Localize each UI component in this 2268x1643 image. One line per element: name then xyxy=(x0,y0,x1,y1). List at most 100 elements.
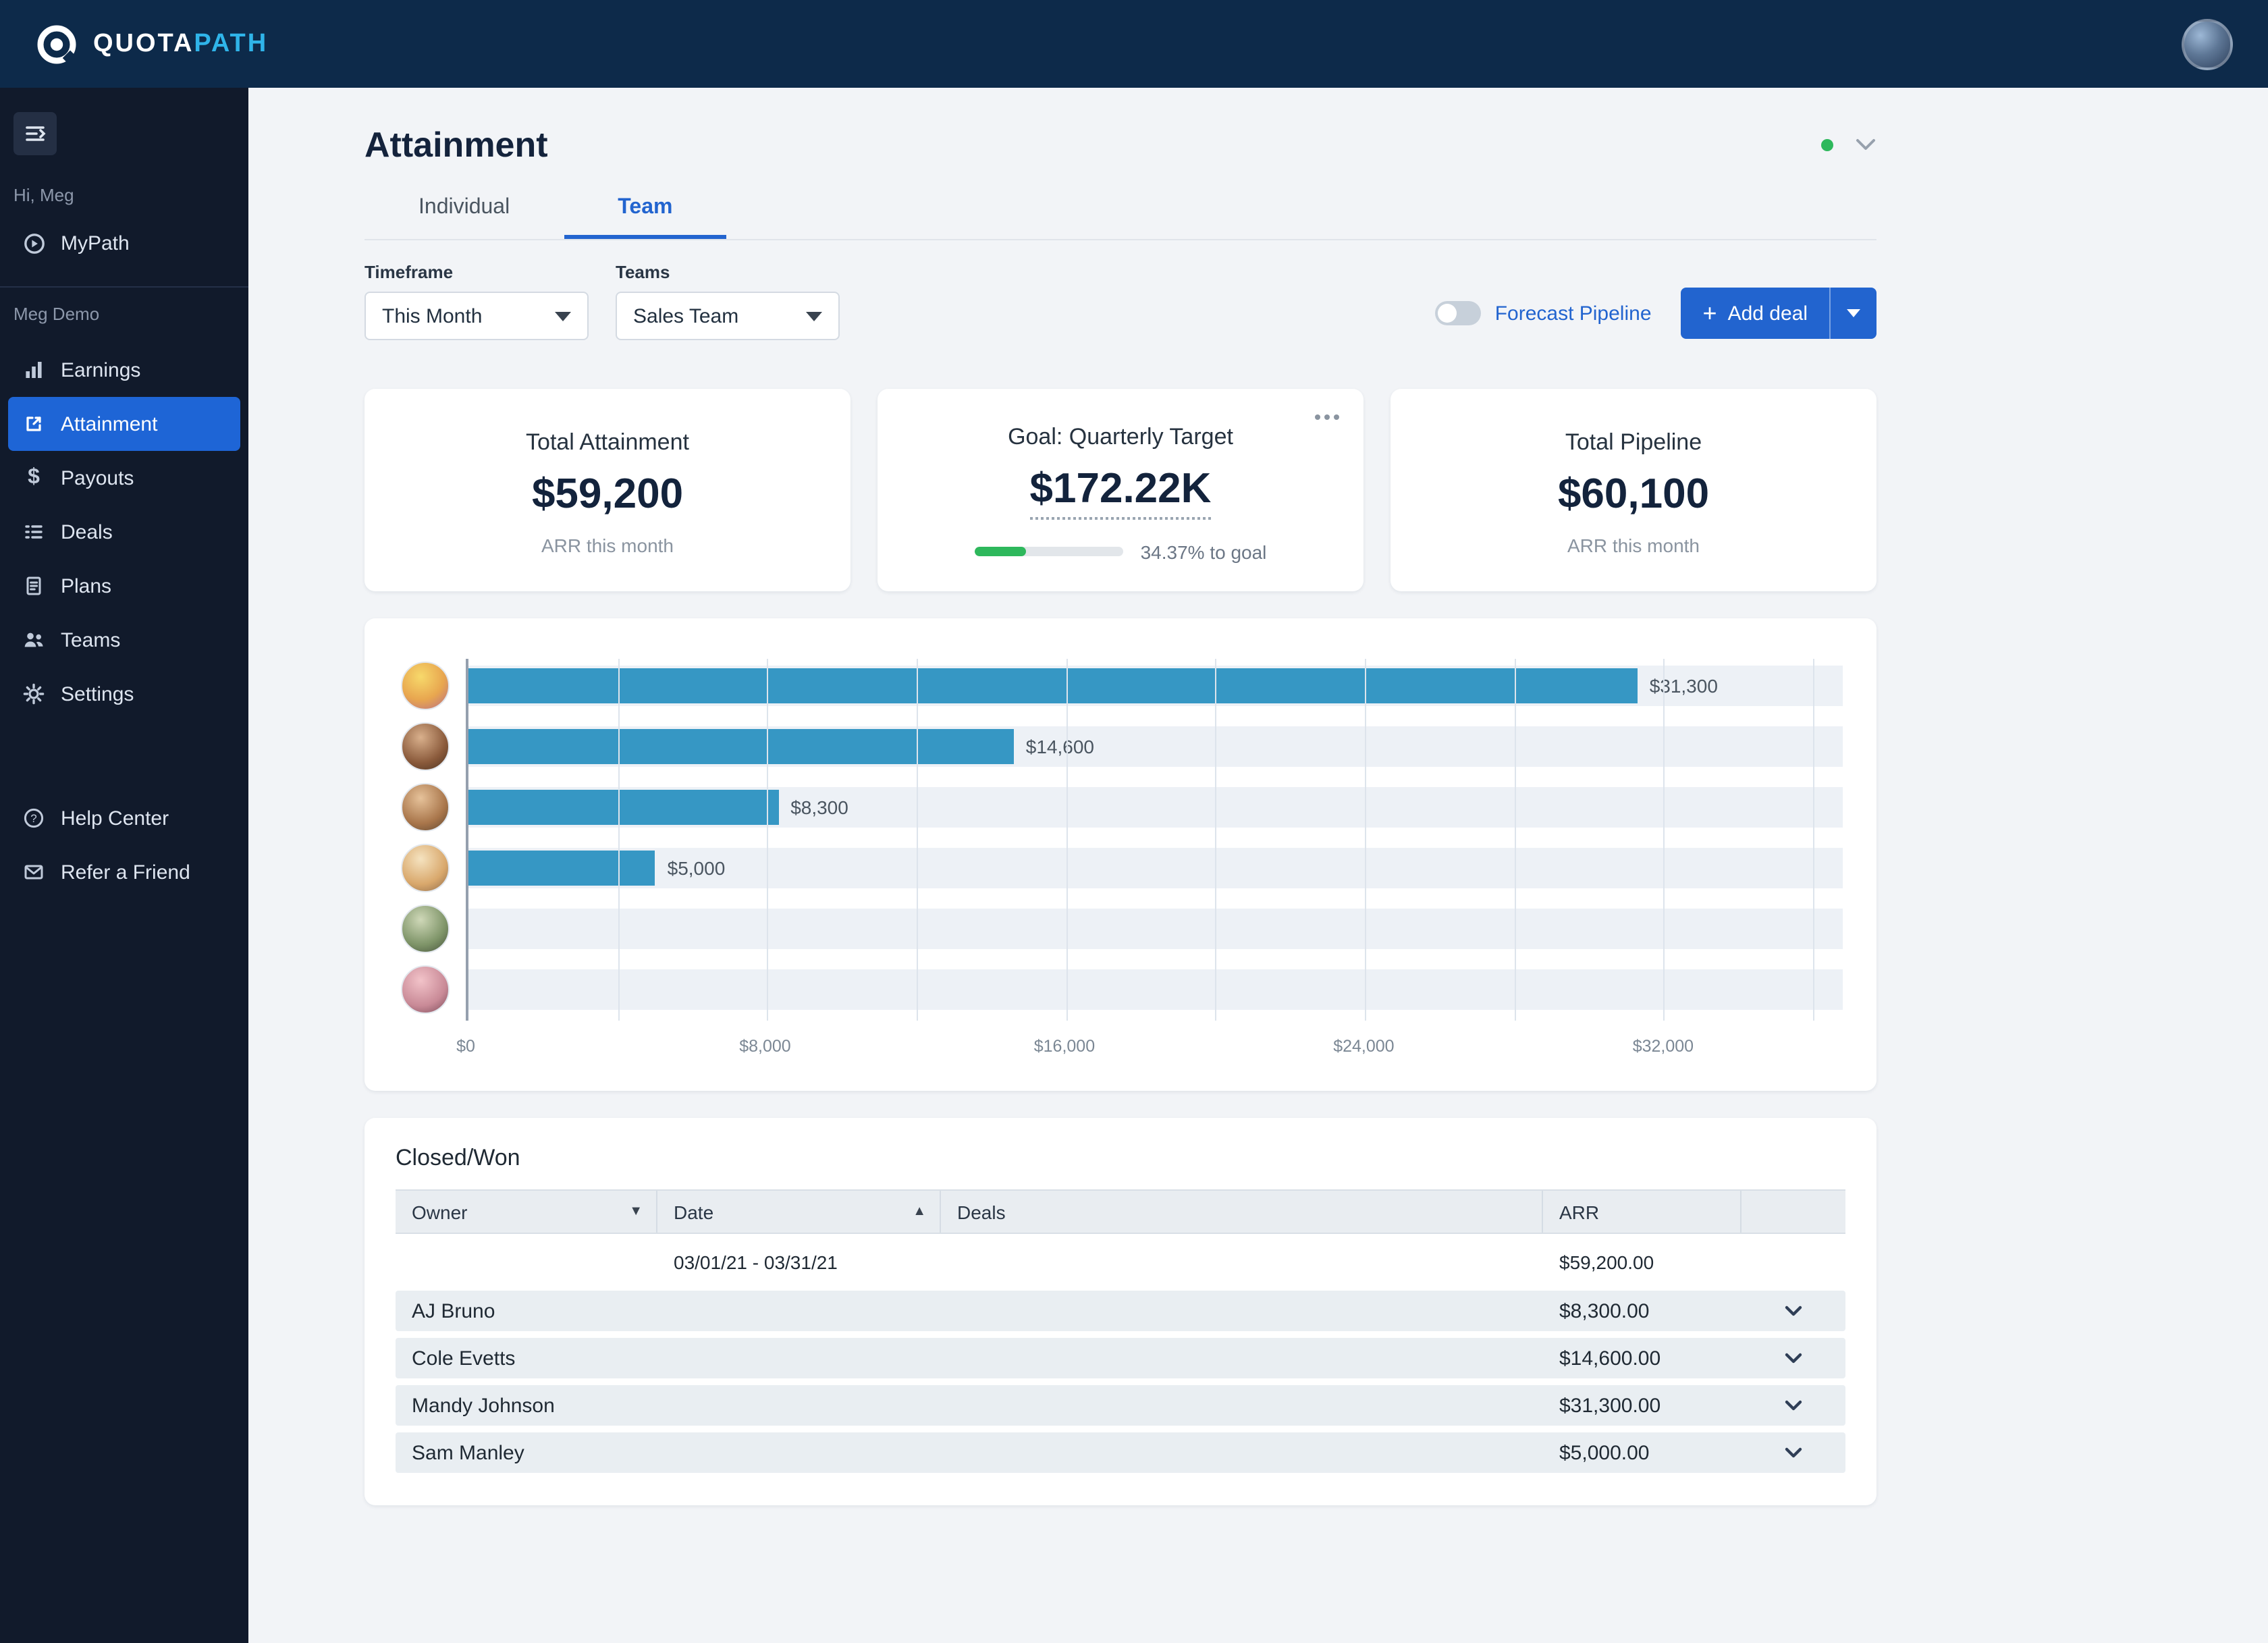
people-icon xyxy=(22,629,46,651)
sidebar-item-refer-a-friend[interactable]: Refer a Friend xyxy=(0,845,248,899)
column-header-owner[interactable]: Owner ▼ xyxy=(396,1191,657,1233)
teams-value: Sales Team xyxy=(633,304,739,327)
stat-cards: Total Attainment $59,200 ARR this month … xyxy=(364,389,1877,591)
sidebar-item-payouts[interactable]: $ Payouts xyxy=(0,451,248,505)
arr-cell: $14,600.00 xyxy=(1559,1347,1661,1370)
sidebar-item-label: Deals xyxy=(61,520,113,543)
chart-bar xyxy=(468,790,779,825)
progress-label: 34.37% to goal xyxy=(1140,541,1267,562)
bar-value-label: $8,300 xyxy=(790,797,848,818)
brand-logo[interactable]: QUOTAPATH xyxy=(35,22,268,65)
table-summary-row: 03/01/21 - 03/31/21 $59,200.00 xyxy=(396,1234,1845,1291)
sidebar-item-help-center[interactable]: ? Help Center xyxy=(0,791,248,845)
chart-gridlines xyxy=(468,659,1843,1021)
axis-tick-label: $32,000 xyxy=(1632,1037,1694,1056)
tab-team[interactable]: Team xyxy=(564,180,727,239)
expand-row-chevron-icon[interactable] xyxy=(1742,1385,1845,1426)
summary-date-range: 03/01/21 - 03/31/21 xyxy=(674,1251,838,1273)
column-header-deals: Deals xyxy=(941,1191,1543,1233)
sort-asc-icon[interactable]: ▲ xyxy=(913,1204,926,1219)
attainment-bar-chart: $31,300 $14,600 $8,300 xyxy=(364,618,1877,1091)
chart-row: $14,600 xyxy=(401,722,1843,771)
sidebar-item-earnings[interactable]: Earnings xyxy=(0,343,248,397)
attainment-icon xyxy=(22,413,46,435)
avatar xyxy=(401,783,450,832)
sort-desc-icon[interactable]: ▼ xyxy=(629,1204,643,1219)
stat-title: Total Attainment xyxy=(526,429,689,455)
chart-row: $31,300 xyxy=(401,662,1843,710)
bar-value-label: $31,300 xyxy=(1649,675,1718,697)
stat-subtitle: ARR this month xyxy=(541,535,674,556)
owner-cell: AJ Bruno xyxy=(412,1299,495,1322)
mail-icon xyxy=(22,861,46,883)
chart-bar xyxy=(468,668,1638,703)
main-content: Attainment Individual Team Timeframe xyxy=(248,88,2268,1643)
column-header-date[interactable]: Date ▲ xyxy=(657,1191,941,1233)
tab-individual[interactable]: Individual xyxy=(418,195,510,218)
expand-row-chevron-icon[interactable] xyxy=(1742,1291,1845,1331)
kebab-menu-icon[interactable] xyxy=(1312,408,1342,427)
summary-arr-total: $59,200.00 xyxy=(1559,1251,1654,1273)
quotapath-logo-icon xyxy=(35,22,78,65)
list-icon xyxy=(22,521,46,543)
avatar xyxy=(401,844,450,892)
stat-value: $60,100 xyxy=(1557,470,1710,517)
sidebar-divider xyxy=(0,286,248,288)
sidebar-item-label: Settings xyxy=(61,682,134,705)
chart-row xyxy=(401,965,1843,1014)
sidebar-item-deals[interactable]: Deals xyxy=(0,505,248,559)
sidebar-item-mypath[interactable]: MyPath xyxy=(0,216,248,270)
axis-tick-label: $0 xyxy=(456,1037,475,1056)
table-header-row: Owner ▼ Date ▲ Deals ARR xyxy=(396,1189,1845,1234)
toggle-switch-icon[interactable] xyxy=(1435,301,1482,325)
timeframe-filter: Timeframe This Month xyxy=(364,262,589,340)
add-deal-split-button: + Add deal xyxy=(1681,288,1877,339)
teams-filter: Teams Sales Team xyxy=(616,262,840,340)
closed-won-title: Closed/Won xyxy=(396,1145,520,1170)
caret-down-icon xyxy=(1847,309,1860,317)
gear-icon xyxy=(22,683,46,705)
progress-track xyxy=(974,547,1123,556)
sidebar-item-attainment[interactable]: Attainment xyxy=(8,397,240,451)
brand-name: QUOTAPATH xyxy=(93,29,269,57)
timeframe-dropdown[interactable]: This Month xyxy=(364,292,589,340)
chart-plot-area: $31,300 $14,600 $8,300 xyxy=(401,659,1843,1021)
teams-dropdown[interactable]: Sales Team xyxy=(616,292,840,340)
sidebar-section-label: Meg Demo xyxy=(14,304,100,324)
goal-value[interactable]: $172.22K xyxy=(1029,464,1212,519)
chart-row: $8,300 xyxy=(401,783,1843,832)
user-avatar[interactable] xyxy=(2182,18,2233,70)
add-deal-button[interactable]: + Add deal xyxy=(1681,288,1829,339)
expand-row-chevron-icon[interactable] xyxy=(1742,1432,1845,1473)
column-header-expand xyxy=(1742,1191,1845,1233)
bar-value-label: $14,600 xyxy=(1025,736,1094,757)
sidebar-collapse-button[interactable] xyxy=(14,112,57,155)
document-icon xyxy=(22,575,46,597)
add-deal-dropdown-button[interactable] xyxy=(1829,288,1877,339)
stat-title: Total Pipeline xyxy=(1565,429,1702,455)
sidebar-item-label: Plans xyxy=(61,574,112,597)
sidebar-item-label: Help Center xyxy=(61,807,169,830)
plus-icon: + xyxy=(1702,300,1717,327)
arr-cell: $8,300.00 xyxy=(1559,1299,1650,1322)
expand-row-chevron-icon[interactable] xyxy=(1742,1338,1845,1378)
sidebar-item-teams[interactable]: Teams xyxy=(0,613,248,667)
bar-value-label: $5,000 xyxy=(667,857,726,879)
filters-row: Timeframe This Month Teams Sales Team xyxy=(364,262,1877,340)
timeframe-value: This Month xyxy=(382,304,483,327)
forecast-pipeline-toggle[interactable]: Forecast Pipeline xyxy=(1435,301,1652,325)
forecast-pipeline-label: Forecast Pipeline xyxy=(1494,302,1652,325)
table-row: Mandy Johnson $31,300.00 xyxy=(396,1385,1845,1426)
chart-row: $5,000 xyxy=(401,844,1843,892)
help-icon: ? xyxy=(22,807,46,829)
dollar-icon: $ xyxy=(28,466,40,489)
sidebar-item-label: Teams xyxy=(61,628,121,651)
sidebar-item-settings[interactable]: Settings xyxy=(0,667,248,721)
chevron-down-icon[interactable] xyxy=(1855,138,1877,151)
caret-down-icon xyxy=(555,312,571,321)
sidebar-item-plans[interactable]: Plans xyxy=(0,559,248,613)
arr-cell: $5,000.00 xyxy=(1559,1441,1650,1464)
goal-card: Goal: Quarterly Target $172.22K 34.37% t… xyxy=(878,389,1364,591)
sidebar-item-label: Payouts xyxy=(61,466,134,489)
mypath-icon xyxy=(22,232,46,254)
